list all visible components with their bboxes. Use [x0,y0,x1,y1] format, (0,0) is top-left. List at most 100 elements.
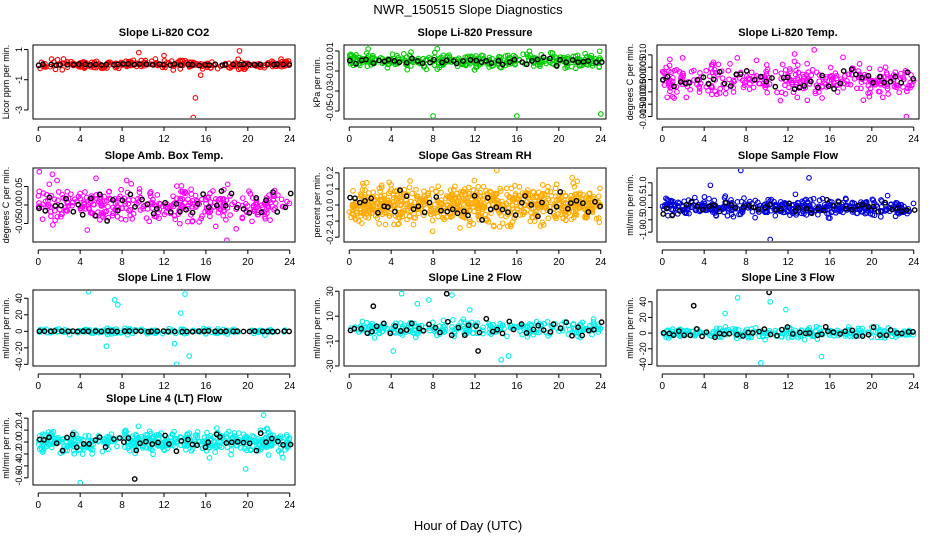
data-point [586,190,592,197]
mean-point [136,61,143,67]
data-point [486,188,493,195]
data-point [575,55,581,62]
x-tick-label: 20 [866,257,878,268]
mean-point [98,328,105,335]
y-tick-label: 20 [638,312,648,322]
mean-point [881,79,887,86]
data-point [267,217,273,223]
x-tick-label: 12 [158,257,170,268]
mean-point [41,328,48,335]
data-point [595,193,602,200]
data-point [51,62,57,69]
outlier-point [430,113,436,118]
x-tick-label: 0 [35,500,41,511]
x-tick-label: 12 [782,257,794,268]
mean-point [535,322,542,329]
data-point [449,198,456,204]
mean-point [370,60,377,66]
data-point [59,436,66,443]
data-point [139,445,146,451]
data-point [764,209,771,216]
mean-point [138,328,144,334]
data-point [672,202,679,208]
mean-point [149,441,156,447]
data-point [390,203,397,210]
data-point [217,439,224,446]
data-point [427,211,434,218]
mean-point [910,328,916,335]
mean-point [693,326,700,332]
panel-title: Slope Li-820 Pressure [418,27,533,39]
data-point [849,200,855,207]
mean-point [40,61,46,68]
mean-point [465,212,471,219]
mean-point [205,204,212,211]
data-point [114,443,120,450]
mean-point [437,329,443,336]
mean-point [212,328,219,335]
data-point [135,423,142,430]
data-point [782,90,789,97]
outlier-point [177,310,184,316]
data-point [397,330,404,337]
mean-point [287,441,294,448]
x-tick-label: 20 [866,381,878,392]
data-point [516,184,523,190]
data-point [743,73,750,80]
data-point [125,207,132,214]
x-axis: 0 4 8 12 16 20 24 [346,373,607,392]
data-point [664,196,671,203]
outlier-point [514,113,520,118]
data-point [496,223,503,230]
data-point [350,204,357,211]
outlier-point [111,297,118,303]
outlier-point [811,47,818,53]
data-point [577,190,583,196]
plot-frame [656,44,920,120]
mean-point [286,328,292,335]
data-point [530,189,537,195]
mean-point [230,61,237,68]
x-tick-label: 8 [119,134,125,145]
data-point [897,70,904,77]
data-point [452,183,458,190]
mean-point [705,80,712,87]
mean-point [849,206,855,213]
mean-point [121,439,127,445]
mean-point [575,59,581,65]
mean-point [842,328,849,335]
data-point [227,65,233,71]
data-point [130,197,136,203]
data-point [159,444,166,451]
data-point [36,203,43,210]
x-axis: 0 4 8 12 16 20 24 [35,249,296,268]
plot-points [35,412,294,484]
mean-point [547,328,554,335]
mean-point [426,321,432,328]
data-point [475,212,481,219]
data-point [453,190,460,197]
data-point [182,442,188,449]
data-point [579,319,586,326]
x-tick-label: 20 [242,134,254,145]
data-point [172,216,179,223]
data-point [105,203,111,210]
data-point [509,219,516,225]
x-tick-label: 20 [242,381,254,392]
mean-point [660,76,666,83]
outlier-point [505,353,512,359]
x-tick-label: 12 [782,381,794,392]
data-point [869,211,876,218]
mean-point [108,328,115,334]
mean-point [374,209,381,216]
data-point [529,214,536,221]
data-point [184,431,190,438]
mean-point [380,320,387,327]
outlier-point [242,466,249,472]
data-point [220,212,227,219]
mean-point [421,209,428,216]
y-tick-label: 0.0 [14,436,24,449]
data-point [482,216,489,222]
data-point [60,56,67,62]
outlier-point [85,291,92,295]
